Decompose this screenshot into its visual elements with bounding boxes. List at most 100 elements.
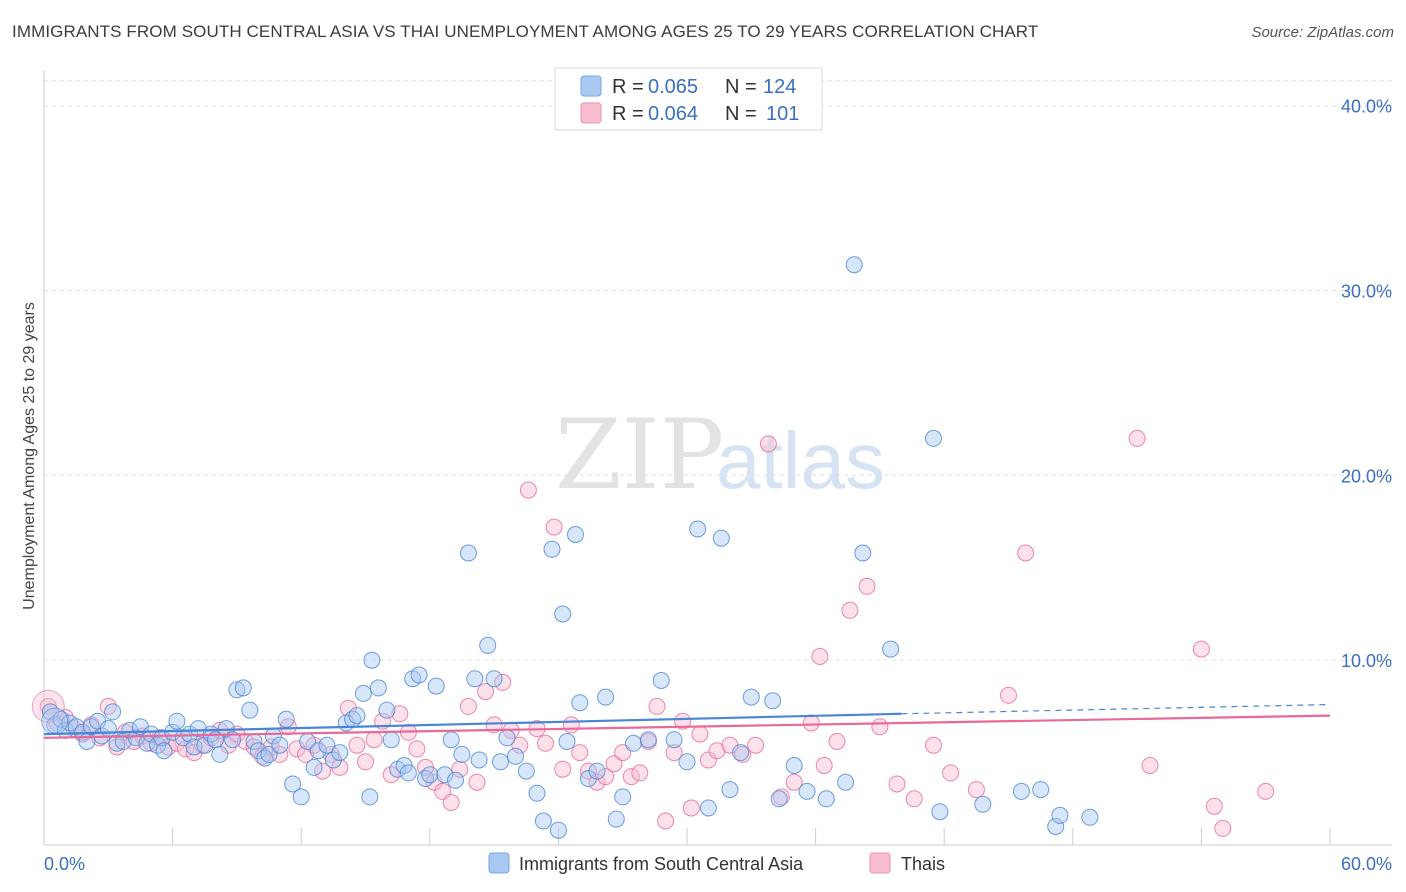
thais-point (942, 764, 960, 782)
thais-point (967, 781, 985, 799)
thais-point (674, 712, 692, 730)
thais-point (459, 697, 477, 715)
south-central-asia-point (331, 744, 349, 762)
thais-point (905, 790, 923, 808)
watermark-zip: ZIP (555, 399, 724, 511)
south-central-asia-point (492, 753, 509, 771)
south-central-asia-point (1051, 806, 1069, 824)
south-central-asia-point (732, 744, 750, 762)
source-credit: Source: ZipAtlas.com (1251, 24, 1394, 41)
thais-point (348, 736, 366, 754)
south-central-asia-point (543, 540, 561, 558)
south-central-asia-point (378, 701, 396, 719)
y-tick-label: 40.0% (1341, 97, 1392, 117)
thais-point (841, 601, 859, 619)
thais-point (1205, 797, 1223, 815)
south-central-asia-point (534, 812, 552, 830)
south-central-asia-point (108, 734, 126, 752)
y-tick-label: 20.0% (1341, 466, 1392, 486)
thais-point (571, 744, 589, 762)
south-central-asia-point (228, 681, 246, 699)
thais-point (519, 481, 537, 499)
south-central-asia-point (155, 742, 173, 760)
south-central-asia-point (678, 753, 696, 771)
thais-point (511, 736, 529, 754)
thais-point (597, 768, 615, 786)
south-central-asia-point (507, 747, 524, 765)
south-central-asia-point (882, 640, 900, 658)
legend-r-label-blue: R = (612, 76, 644, 98)
y-tick-label: 10.0% (1341, 651, 1392, 671)
y-tick-label: 30.0% (1341, 282, 1392, 302)
south-central-asia-point (292, 788, 310, 806)
south-central-asia-point (410, 666, 428, 684)
thais-point (811, 648, 829, 665)
south-central-asia-point (770, 790, 788, 808)
south-central-asia-point (485, 670, 503, 688)
thais-point (365, 731, 383, 749)
thais-point (622, 768, 640, 786)
thais-point (1128, 429, 1146, 447)
south-central-asia-point (652, 672, 670, 689)
south-central-asia-point (382, 731, 400, 749)
south-central-asia-point (931, 803, 949, 821)
south-central-asia-point (798, 782, 816, 800)
south-central-asia-point (185, 738, 203, 756)
thais-point (708, 742, 726, 760)
south-central-asia-point (369, 679, 387, 697)
south-central-asia-point (699, 799, 717, 817)
thais-point (699, 751, 717, 769)
thais-point (631, 764, 649, 782)
thais-point (494, 673, 512, 691)
thais-point (1017, 544, 1035, 562)
x-tick-label-min: 0.0% (44, 854, 85, 874)
thais-point (545, 518, 563, 536)
x-tick-label-max: 60.0% (1341, 854, 1392, 874)
south-central-asia-point (498, 729, 516, 747)
thais-point (759, 435, 777, 453)
south-central-asia-point (99, 720, 117, 738)
thais-point (1214, 819, 1232, 837)
south-central-asia-point (260, 745, 278, 763)
south-central-asia-point (466, 670, 484, 688)
south-central-asia-point (837, 773, 855, 791)
south-central-asia-point (624, 734, 642, 752)
south-central-asia-point (764, 692, 782, 710)
thais-point (785, 773, 803, 791)
south-central-asia-point (361, 788, 379, 806)
thais-point (657, 812, 675, 830)
south-central-asia-point (614, 788, 632, 806)
thais-point (1257, 782, 1275, 800)
thais-point (871, 718, 889, 736)
thais-point (357, 753, 374, 771)
thais-point (408, 740, 426, 758)
legend-swatch-pink (580, 102, 602, 124)
south-central-asia-point (742, 688, 760, 706)
legend-n-label-blue: N = (725, 76, 757, 98)
thais-point (391, 705, 409, 723)
south-central-asia-point (211, 745, 229, 763)
south-central-asia-point (689, 520, 707, 538)
thais-point (382, 766, 400, 784)
south-central-asia-point (399, 764, 417, 782)
south-central-asia-point (639, 731, 657, 749)
thais-point (648, 697, 666, 715)
legend-bottom: Immigrants from South Central Asia Thais (488, 852, 945, 874)
thais-point (339, 699, 357, 717)
south-central-asia-point (196, 736, 214, 754)
gridlines (44, 80, 1392, 661)
south-central-asia-trend-extension (901, 703, 1331, 715)
south-central-asia-point (104, 703, 122, 721)
bottom-legend-label-blue: Immigrants from South Central Asia (519, 854, 804, 874)
south-central-asia-point (189, 720, 207, 738)
south-central-asia-point (721, 781, 739, 799)
x-ticks (172, 828, 1331, 845)
south-central-asia-point (234, 679, 252, 697)
bottom-legend-swatch-blue (488, 852, 510, 874)
south-central-asia-point (277, 710, 295, 728)
thais-point (691, 725, 709, 743)
thais-point (468, 773, 486, 791)
south-central-asia-point (470, 751, 488, 769)
thais-point (562, 716, 580, 734)
